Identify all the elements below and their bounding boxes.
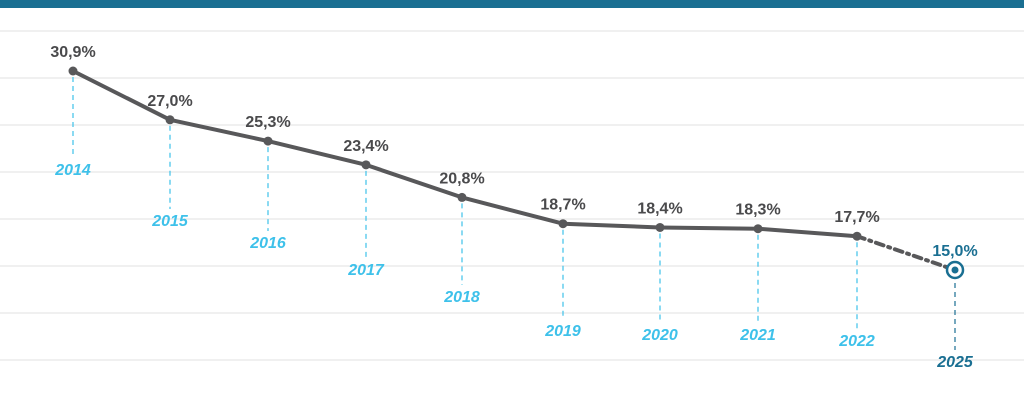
line-segment-2014-2015 <box>71 69 172 122</box>
data-points <box>68 66 965 280</box>
point-2020 <box>655 222 665 232</box>
value-label-2016: 25,3% <box>245 114 290 131</box>
year-label-2017: 2017 <box>347 262 385 279</box>
line-segment-2020-2021 <box>658 225 760 231</box>
leader-lines <box>72 77 956 350</box>
line-segment-2017-2018 <box>364 162 464 200</box>
value-label-2022: 17,7% <box>834 209 879 226</box>
projection-segment <box>855 234 957 272</box>
header-bar <box>0 0 1024 8</box>
year-label-2014: 2014 <box>54 162 91 179</box>
point-2025 <box>951 266 959 274</box>
line-segment-2019-2020 <box>561 221 662 230</box>
value-label-2015: 27,0% <box>147 93 192 110</box>
point-2014 <box>68 66 78 76</box>
year-label-2018: 2018 <box>443 289 480 306</box>
series-lines <box>71 69 957 272</box>
line-segment-2015-2016 <box>168 117 270 144</box>
point-2016 <box>263 136 273 146</box>
point-2015 <box>165 115 175 125</box>
grid-lines <box>0 30 1024 361</box>
value-label-2021: 18,3% <box>735 202 780 219</box>
value-label-2014: 30,9% <box>50 44 95 61</box>
year-label-2020: 2020 <box>641 327 678 344</box>
point-2019 <box>558 219 568 229</box>
line-segment-2021-2022 <box>756 226 859 239</box>
line-segment-2018-2019 <box>460 195 565 226</box>
value-label-2019: 18,7% <box>540 197 585 214</box>
labels: 30,9% 2014 27,0% 2015 25,3% 2016 23,4% 2017 20,8… <box>50 44 977 371</box>
line-segment-2016-2017 <box>266 139 368 167</box>
point-2021 <box>753 224 763 234</box>
year-label-2025: 2025 <box>936 354 974 371</box>
value-label-2018: 20,8% <box>439 170 484 187</box>
year-label-2016: 2016 <box>249 235 286 252</box>
value-label-2017: 23,4% <box>343 138 388 155</box>
value-label-2025: 15,0% <box>932 243 977 260</box>
year-label-2019: 2019 <box>544 323 581 340</box>
point-2017 <box>361 160 371 170</box>
year-label-2021: 2021 <box>739 327 776 344</box>
value-label-2020: 18,4% <box>637 200 682 217</box>
year-label-2015: 2015 <box>151 213 189 230</box>
point-2022 <box>852 231 862 241</box>
point-2018 <box>457 192 467 202</box>
year-label-2022: 2022 <box>838 333 875 350</box>
